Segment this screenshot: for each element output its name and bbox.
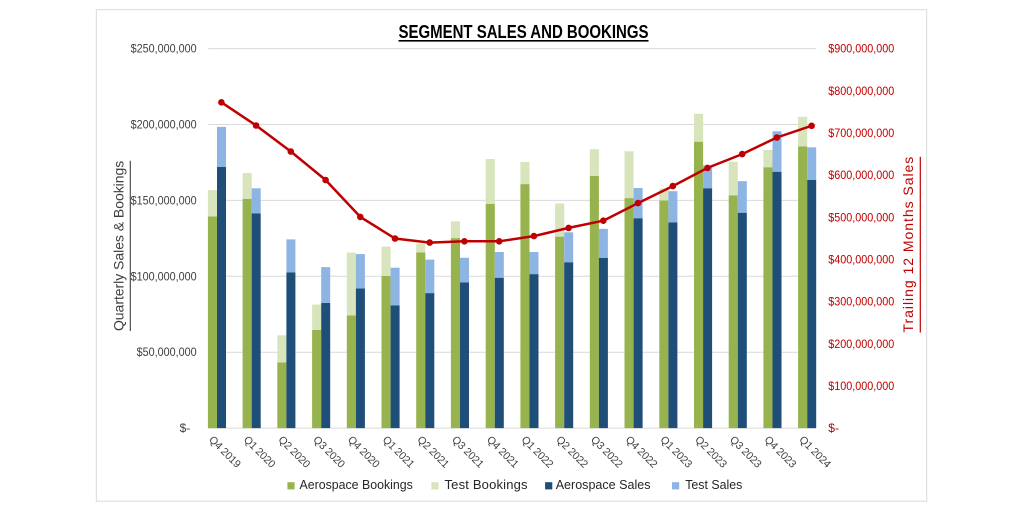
svg-text:$200,000,000: $200,000,000 [828,337,894,351]
svg-text:Aerospace Sales: Aerospace Sales [556,477,651,492]
svg-text:$100,000,000: $100,000,000 [828,379,894,393]
svg-text:$400,000,000: $400,000,000 [828,253,894,267]
svg-text:SEGMENT SALES AND BOOKINGS: SEGMENT SALES AND BOOKINGS [399,21,649,42]
svg-text:$50,000,000: $50,000,000 [137,345,197,359]
svg-text:$800,000,000: $800,000,000 [828,84,894,98]
svg-text:$-: $- [828,421,839,435]
svg-text:Aerospace Bookings: Aerospace Bookings [300,477,414,492]
svg-text:Test Bookings: Test Bookings [445,477,529,492]
svg-text:$900,000,000: $900,000,000 [828,42,894,56]
svg-text:$-: $- [180,421,191,435]
svg-text:$700,000,000: $700,000,000 [828,126,894,140]
svg-text:$200,000,000: $200,000,000 [131,118,197,132]
svg-text:Trailing 12 Months Sales: Trailing 12 Months Sales [900,157,916,333]
svg-text:$150,000,000: $150,000,000 [131,193,197,207]
svg-text:$600,000,000: $600,000,000 [828,168,894,182]
svg-text:$250,000,000: $250,000,000 [131,42,197,56]
svg-text:Test Sales: Test Sales [685,477,743,492]
svg-text:$500,000,000: $500,000,000 [828,210,894,224]
svg-text:Quarterly Sales & Bookings: Quarterly Sales & Bookings [111,161,127,331]
svg-text:$300,000,000: $300,000,000 [828,295,894,309]
svg-text:$100,000,000: $100,000,000 [131,269,197,283]
